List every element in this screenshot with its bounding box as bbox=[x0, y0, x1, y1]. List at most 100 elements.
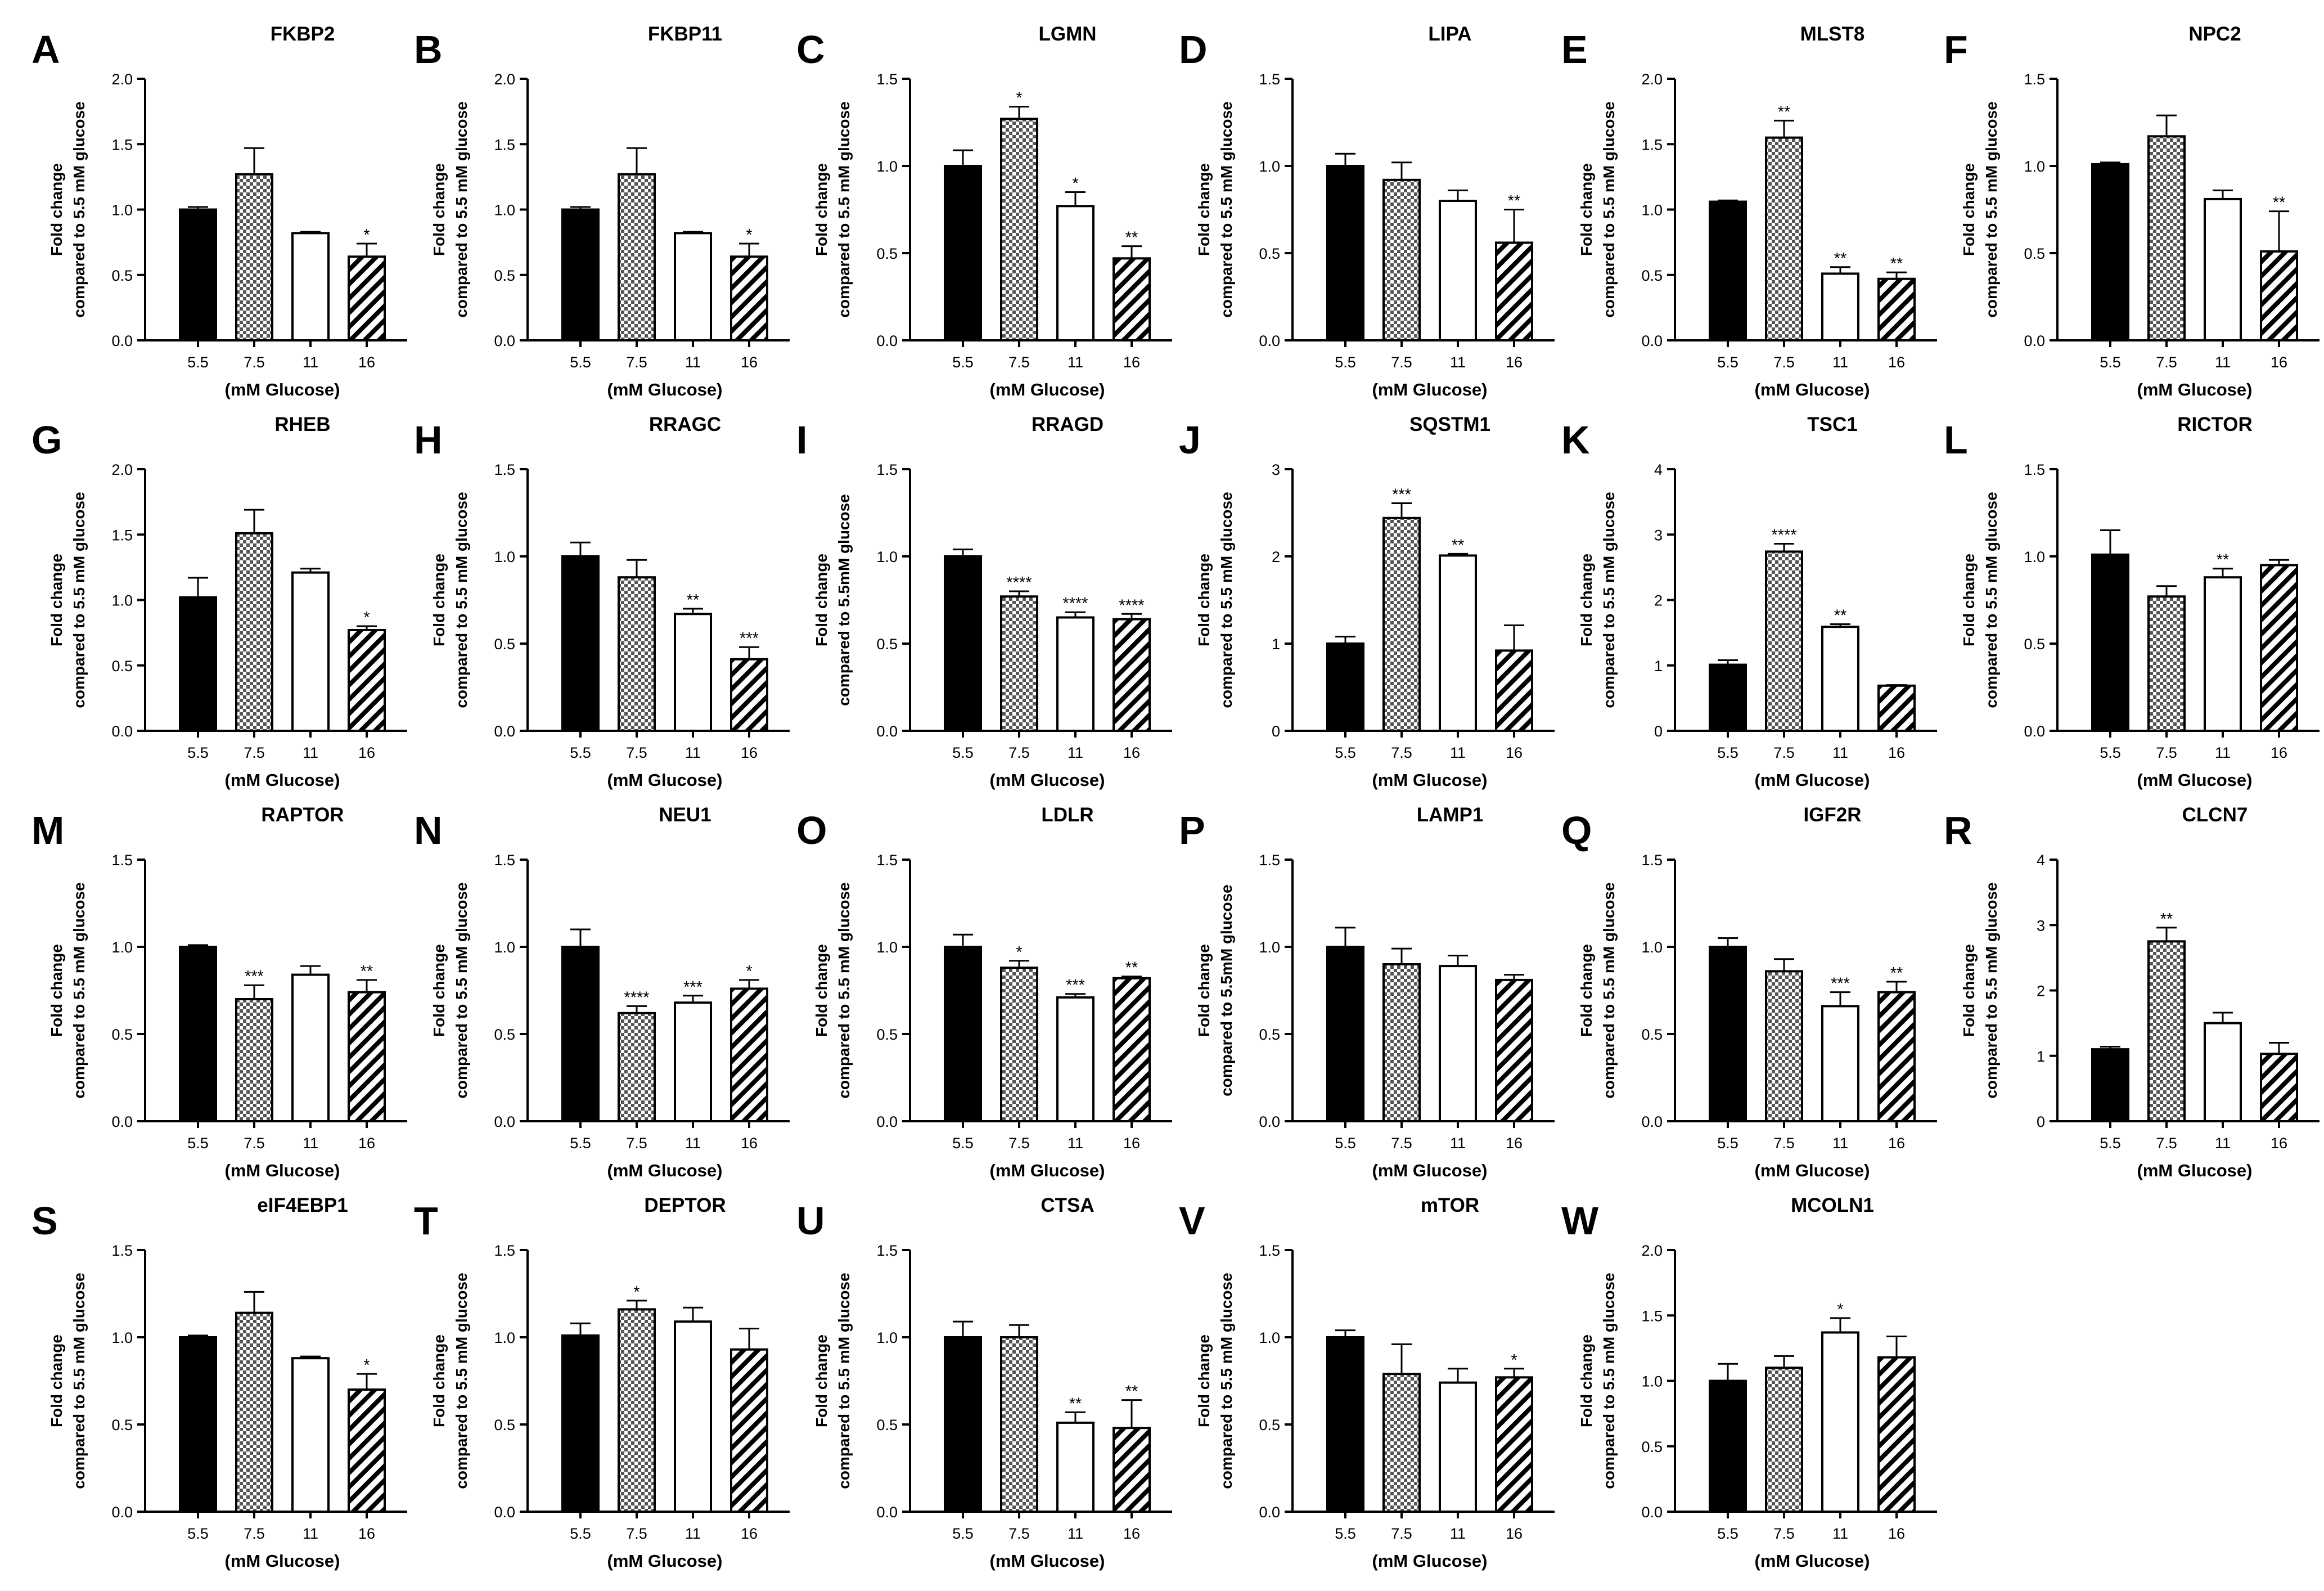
panel-letter: S bbox=[31, 1199, 58, 1243]
y-tick-label: 1.0 bbox=[494, 549, 515, 565]
bar-7.5 bbox=[2147, 595, 2186, 732]
x-tick-label: 16 bbox=[2271, 354, 2287, 371]
panel-title: CTSA bbox=[1041, 1194, 1094, 1216]
bar-16 bbox=[348, 991, 386, 1122]
significance-label: * bbox=[633, 1283, 639, 1301]
panel-letter: W bbox=[1561, 1199, 1598, 1243]
y-tick-label: 1.5 bbox=[2024, 71, 2045, 88]
bar-16 bbox=[1877, 1356, 1916, 1513]
significance-label: * bbox=[1072, 175, 1078, 193]
y-tick-label: 0.5 bbox=[876, 636, 898, 653]
x-tick-label: 16 bbox=[2271, 1135, 2287, 1152]
panel-g: G RHEB Fold change compared to 5.5 mM gluco… bbox=[31, 414, 407, 790]
significance-label: ** bbox=[1125, 1383, 1138, 1401]
y-tick-label: 0.0 bbox=[876, 1504, 898, 1521]
bar-11 bbox=[291, 571, 330, 732]
bar-16 bbox=[1495, 649, 1533, 732]
panel-k: K TSC1 Fold change compared to 5.5 mM gluco… bbox=[1561, 414, 1937, 790]
significance-label: ** bbox=[1125, 959, 1138, 977]
panel-d: D LIPA Fold change compared to 5.5 mM gluco… bbox=[1179, 23, 1555, 399]
panel-letter: H bbox=[414, 418, 443, 462]
y-tick-label: 1.0 bbox=[2024, 549, 2045, 565]
y-tick-label: 1.0 bbox=[1259, 1329, 1280, 1346]
bar-16 bbox=[1495, 241, 1533, 341]
panel-title: SQSTM1 bbox=[1409, 414, 1490, 435]
y-tick-label: 2 bbox=[1654, 592, 1663, 609]
bar-5.5 bbox=[944, 165, 982, 341]
significance-label: ** bbox=[1069, 1395, 1082, 1413]
x-tick-label: 5.5 bbox=[1717, 1525, 1739, 1542]
significance-label: **** bbox=[1771, 527, 1796, 545]
x-tick-label: 16 bbox=[1506, 354, 1523, 371]
x-tick-label: 7.5 bbox=[1391, 1525, 1412, 1542]
y-axis-label-line-1: Fold change bbox=[430, 554, 448, 646]
y-tick-label: 1.5 bbox=[1259, 71, 1280, 88]
y-axis-label-line-1: Fold change bbox=[48, 1334, 65, 1427]
bar-5.5 bbox=[944, 555, 982, 732]
significance-label: ** bbox=[1890, 964, 1903, 982]
y-axis-label-line-1: Fold change bbox=[1960, 163, 1978, 256]
y-tick-label: 1.0 bbox=[1259, 158, 1280, 175]
y-tick-label: 0.0 bbox=[111, 1113, 133, 1130]
x-tick-label: 11 bbox=[2215, 354, 2231, 371]
bar-5.5 bbox=[944, 1336, 982, 1513]
x-axis-label: (mM Glucose) bbox=[225, 770, 340, 790]
y-tick-label: 0.5 bbox=[1259, 1026, 1280, 1043]
bar-11 bbox=[2204, 197, 2242, 341]
x-axis-label: (mM Glucose) bbox=[1372, 1551, 1488, 1571]
bar-16 bbox=[348, 628, 386, 732]
x-tick-label: 7.5 bbox=[1773, 1525, 1795, 1542]
x-tick-label: 7.5 bbox=[1773, 744, 1795, 761]
bar-5.5 bbox=[944, 946, 982, 1122]
bar-5.5 bbox=[2091, 1048, 2129, 1122]
y-tick-label: 1.0 bbox=[1641, 202, 1663, 219]
y-tick-label: 1.5 bbox=[1259, 852, 1280, 869]
significance-label: ** bbox=[1125, 229, 1138, 247]
bar-11 bbox=[1439, 554, 1477, 732]
panel-title: RICTOR bbox=[2177, 414, 2253, 435]
panel-letter: M bbox=[31, 808, 64, 852]
y-tick-label: 0.5 bbox=[1641, 1026, 1663, 1043]
x-tick-label: 16 bbox=[741, 354, 758, 371]
bar-5.5 bbox=[1326, 642, 1364, 732]
bar-16 bbox=[2260, 250, 2298, 341]
significance-label: ** bbox=[2217, 551, 2230, 569]
y-axis-label-line-2: compared to 5.5 mM glucose bbox=[1983, 101, 2000, 317]
y-tick-label: 1.0 bbox=[494, 202, 515, 219]
x-tick-label: 11 bbox=[1450, 1135, 1466, 1152]
panel-i: I RRAGD Fold change compared to 5.5mM gluco… bbox=[796, 414, 1172, 790]
x-tick-label: 16 bbox=[1506, 1525, 1523, 1542]
x-tick-label: 11 bbox=[1450, 354, 1466, 371]
y-axis-label-line-2: compared to 5.5 mM glucose bbox=[1600, 1273, 1618, 1489]
x-tick-label: 5.5 bbox=[952, 1525, 974, 1542]
bar-7.5 bbox=[235, 173, 273, 341]
y-tick-label: 1.5 bbox=[494, 852, 515, 869]
y-tick-label: 1.0 bbox=[111, 939, 133, 956]
y-tick-label: 1.5 bbox=[876, 71, 898, 88]
x-tick-label: 7.5 bbox=[1391, 354, 1412, 371]
x-tick-label: 16 bbox=[1123, 744, 1140, 761]
bar-11 bbox=[674, 1320, 712, 1513]
panel-title: FKBP2 bbox=[271, 23, 335, 45]
bar-5.5 bbox=[1326, 946, 1364, 1122]
y-axis-label-line-2: compared to 5.5 mM glucose bbox=[835, 882, 853, 1098]
x-tick-label: 5.5 bbox=[187, 354, 209, 371]
bar-5.5 bbox=[179, 596, 217, 732]
x-tick-label: 7.5 bbox=[626, 1525, 647, 1542]
x-tick-label: 11 bbox=[303, 1525, 318, 1542]
x-axis-label: (mM Glucose) bbox=[1755, 380, 1870, 399]
bar-16 bbox=[1113, 257, 1151, 341]
panel-title: NPC2 bbox=[2188, 23, 2241, 45]
y-tick-label: 0.5 bbox=[1259, 245, 1280, 262]
x-tick-label: 5.5 bbox=[1335, 1135, 1356, 1152]
y-tick-label: 0.5 bbox=[2024, 245, 2045, 262]
panel-title: RRAGC bbox=[649, 414, 721, 435]
bar-7.5 bbox=[1765, 550, 1803, 732]
y-tick-label: 0.5 bbox=[1259, 1417, 1280, 1433]
bar-16 bbox=[1113, 1427, 1151, 1513]
bar-7.5 bbox=[1000, 595, 1038, 732]
panel-m: M RAPTOR Fold change compared to 5.5 mM glu… bbox=[31, 804, 407, 1180]
bar-11 bbox=[2204, 1022, 2242, 1122]
bar-5.5 bbox=[1326, 1336, 1364, 1513]
bar-7.5 bbox=[2147, 940, 2186, 1122]
